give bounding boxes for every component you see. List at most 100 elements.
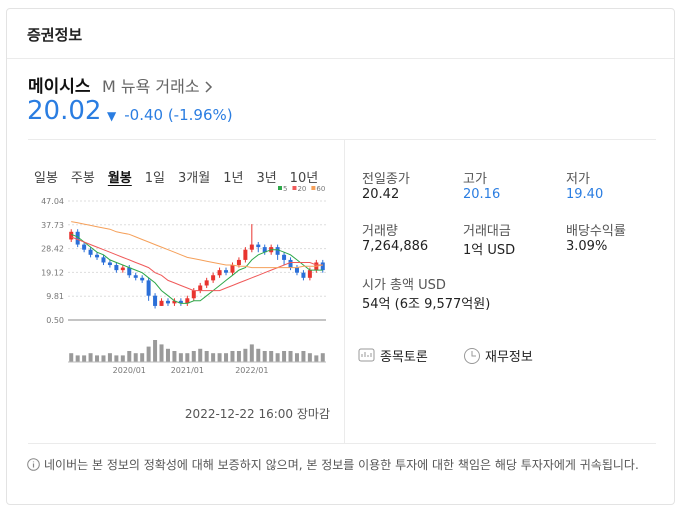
ma-line xyxy=(71,221,323,269)
volume-bar xyxy=(217,353,222,362)
volume-bar xyxy=(114,355,119,362)
candle-body xyxy=(294,267,299,273)
period-tab[interactable]: 1일 xyxy=(144,171,165,186)
separator xyxy=(28,443,656,444)
volume-bar xyxy=(75,355,80,362)
candle-body xyxy=(140,277,145,281)
separator xyxy=(7,58,674,59)
volume-bar xyxy=(185,353,190,362)
stock-name[interactable]: 메이시스 xyxy=(28,77,91,97)
volume-bar xyxy=(204,351,209,362)
financial-link[interactable]: 재무정보 xyxy=(463,346,533,365)
volume-bar xyxy=(211,353,216,362)
candle-body xyxy=(120,267,125,271)
candle-body xyxy=(165,300,170,304)
volume-bar xyxy=(314,355,319,362)
link-text[interactable]: 재무정보 xyxy=(485,350,533,365)
period-tab[interactable]: 10년 xyxy=(289,171,319,186)
volume-bar xyxy=(120,355,125,362)
clock-icon xyxy=(464,348,480,364)
candle-body xyxy=(249,244,254,250)
card xyxy=(6,8,675,505)
candle-body xyxy=(211,275,216,281)
volume-bar xyxy=(82,355,87,362)
chevron xyxy=(205,81,212,93)
candle-body xyxy=(307,270,312,278)
period-tab[interactable]: 3개월 xyxy=(178,171,211,186)
info-value: 19.40 xyxy=(566,187,604,202)
y-tick-label: 37.73 xyxy=(41,221,64,230)
candle-body xyxy=(153,295,158,306)
volume-bar xyxy=(301,351,306,362)
volume-bar xyxy=(320,353,325,362)
candle-body xyxy=(191,290,196,299)
volume-bar xyxy=(127,351,132,362)
volume-bar xyxy=(262,351,267,362)
legend-label: 5 xyxy=(283,185,287,193)
volume-bar xyxy=(249,344,254,362)
volume-bar xyxy=(236,351,241,362)
discussion-link[interactable]: 종목토론 xyxy=(358,346,428,365)
y-tick-label: 47.04 xyxy=(41,197,64,206)
disclaimer-text: 네이버는 본 정보의 정확성에 대해 보증하지 않으며, 본 정보를 이용한 투… xyxy=(44,458,639,472)
y-tick-label: 19.12 xyxy=(41,268,64,277)
candle-body xyxy=(204,280,209,286)
volume-bar xyxy=(146,346,151,362)
volume-bar xyxy=(282,351,287,362)
legend-swatch xyxy=(278,186,282,190)
candle-body xyxy=(301,272,306,278)
candle-body xyxy=(198,285,203,291)
volume-bar xyxy=(256,348,261,362)
change-rate: (-1.96%) xyxy=(167,106,233,124)
candle-body xyxy=(172,300,177,304)
market-cap-label: 시가 총액 USD xyxy=(362,278,446,293)
volume-bar xyxy=(172,351,177,362)
separator xyxy=(28,139,656,140)
candle-body xyxy=(146,280,151,296)
link-text[interactable]: 종목토론 xyxy=(380,350,428,365)
period-tab[interactable]: 3년 xyxy=(256,171,277,186)
volume-bar xyxy=(288,351,293,362)
exchange[interactable]: M 뉴욕 거래소 xyxy=(102,73,213,97)
period-tab[interactable]: 일봉 xyxy=(34,171,58,186)
candle-body xyxy=(75,231,80,245)
volume-bar xyxy=(178,353,183,362)
volume-bar xyxy=(95,355,100,362)
change-arrow: ▼ xyxy=(107,109,117,123)
info-label: 배당수익률 xyxy=(566,224,626,239)
timestamp: 2022-12-22 16:00 장마감 xyxy=(184,407,330,421)
volume-bar xyxy=(294,353,299,362)
candle-body xyxy=(236,259,241,266)
info-value: 1억 USD xyxy=(463,243,516,258)
volume-bar xyxy=(198,348,203,362)
volume-bar xyxy=(133,353,138,362)
info-label: 거래량 xyxy=(362,224,398,239)
exchange-name[interactable]: M 뉴욕 거래소 xyxy=(102,77,200,96)
candle-body xyxy=(243,249,248,260)
period-tab[interactable]: 월봉 xyxy=(107,171,132,186)
y-tick-label: 0.50 xyxy=(46,316,64,325)
volume-bar xyxy=(153,340,158,362)
candle-body xyxy=(159,300,164,306)
market-cap-value: 54억 (6조 9,577억원) xyxy=(362,297,491,312)
legend-label: 60 xyxy=(316,185,325,193)
info-icon xyxy=(27,458,40,471)
candle-body xyxy=(88,249,93,255)
legend-swatch xyxy=(292,186,297,190)
volume-bar xyxy=(243,348,248,362)
x-tick-label: 2021/01 xyxy=(171,366,204,375)
volume-bar xyxy=(101,355,106,362)
period-tab[interactable]: 1년 xyxy=(223,171,244,186)
info-value: 20.16 xyxy=(463,187,501,202)
volume-bar xyxy=(88,353,93,362)
disclaimer: 네이버는 본 정보의 정확성에 대해 보증하지 않으며, 본 정보를 이용한 투… xyxy=(27,456,653,474)
candle-body xyxy=(217,270,222,276)
legend-label: 20 xyxy=(297,185,306,193)
volume-bar xyxy=(230,351,235,362)
period-tab[interactable]: 주봉 xyxy=(70,171,95,186)
volume-bar xyxy=(69,353,74,362)
candle-body xyxy=(320,262,325,271)
info-label: 저가 xyxy=(566,172,590,187)
change-value: -0.40 xyxy=(124,106,164,124)
